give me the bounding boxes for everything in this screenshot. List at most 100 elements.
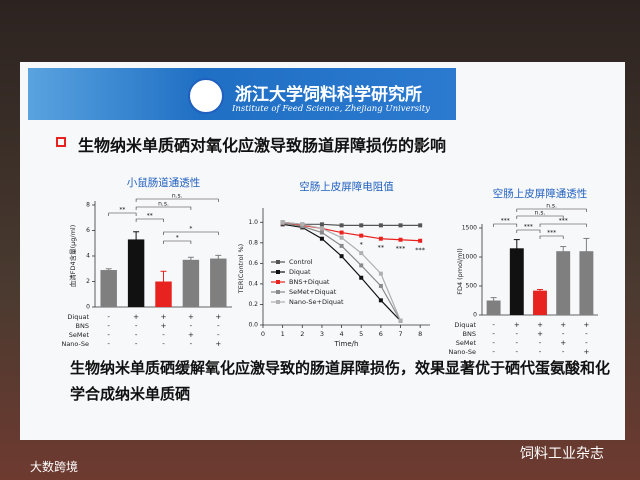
- header-subtitle: Institute of Feed Science, Zhejiang Univ…: [232, 104, 430, 114]
- significance-bracket: [539, 223, 587, 227]
- legend-marker: [276, 300, 280, 304]
- treatment-label: Diquat: [454, 321, 476, 329]
- significance-label: n.s.: [158, 201, 169, 208]
- treatment-sign: +: [161, 322, 167, 330]
- treatment-sign: -: [562, 348, 565, 356]
- treatment-sign: +: [583, 321, 589, 329]
- x-tick-label: 1: [281, 330, 285, 338]
- marker: [359, 223, 364, 228]
- legend-marker: [276, 270, 280, 274]
- y-tick-label: 0: [86, 304, 90, 311]
- x-tick-label: 7: [398, 330, 402, 338]
- header-title: 浙江大学饲料科学研究所: [235, 85, 422, 105]
- marker: [339, 230, 344, 235]
- treatment-sign: -: [135, 340, 138, 348]
- significance-bracket: [539, 235, 564, 239]
- bar: [155, 281, 172, 307]
- marker: [359, 275, 364, 280]
- legend-label: Control: [289, 258, 313, 266]
- marker: [359, 263, 364, 268]
- treatment-sign: +: [583, 348, 589, 356]
- significance-bracket: [163, 231, 219, 235]
- bar: [579, 251, 594, 315]
- x-tick-label: 0: [261, 330, 265, 338]
- logo: [188, 78, 224, 114]
- treatment-label: SeMet: [69, 331, 90, 339]
- marker: [339, 254, 344, 259]
- treatment-sign: +: [537, 330, 543, 338]
- marker: [398, 237, 403, 242]
- treatment-sign: -: [516, 348, 519, 356]
- significance-bracket: [135, 198, 219, 202]
- treatment-sign: +: [560, 339, 566, 347]
- marker: [418, 238, 423, 243]
- marker: [378, 298, 383, 303]
- chart-title: 空肠上皮屏障电阻值: [299, 180, 394, 193]
- treatment-sign: -: [107, 322, 110, 330]
- marker: [359, 251, 364, 256]
- treatment-sign: -: [162, 331, 165, 339]
- treatment-sign: -: [135, 331, 138, 339]
- y-tick-label: 0: [473, 312, 477, 319]
- marker: [319, 222, 324, 227]
- treatment-sign: +: [133, 313, 139, 321]
- significance-label: ***: [501, 218, 510, 225]
- marker: [339, 243, 344, 248]
- marker: [339, 235, 344, 240]
- legend-label: SeMet+Diquat: [289, 288, 337, 296]
- treatment-sign: -: [585, 339, 588, 347]
- treatment-sign: -: [539, 348, 542, 356]
- treatment-label: SeMet: [456, 339, 477, 347]
- x-tick-label: 5: [359, 330, 363, 338]
- significance-bracket: [135, 218, 164, 222]
- significance-label: n.s.: [535, 210, 546, 217]
- slide-title: 生物纳米单质硒对氧化应激导致肠道屏障损伤的影响: [78, 136, 447, 155]
- legend-marker: [276, 290, 280, 294]
- significance-bracket: [516, 229, 541, 233]
- marker: [378, 223, 383, 228]
- bar: [182, 259, 200, 307]
- y-tick-label: 0.6: [248, 260, 258, 267]
- treatment-sign: +: [215, 313, 221, 321]
- y-tick-label: 0.8: [248, 239, 258, 246]
- treatment-sign: +: [560, 321, 566, 329]
- y-tick-label: 4: [86, 253, 90, 260]
- treatment-sign: -: [539, 339, 542, 347]
- treatment-sign: -: [135, 322, 138, 330]
- marker: [300, 222, 305, 227]
- marker: [378, 236, 383, 241]
- treatment-sign: +: [188, 331, 194, 339]
- marker: [359, 233, 364, 238]
- conclusion: 生物纳米单质硒缓解氧化应激导致的肠道屏障损伤，效果显著优于硒代蛋氨酸和化学合成纳…: [70, 359, 611, 403]
- watermark: 大数跨境: [30, 460, 79, 474]
- legend-marker: [276, 280, 280, 284]
- y-tick-label: 0.0: [248, 322, 258, 329]
- treatment-sign: -: [585, 330, 588, 338]
- chart-title: 空肠上皮屏障通透性: [493, 187, 588, 200]
- treatment-sign: +: [188, 313, 194, 321]
- marker: [378, 283, 383, 288]
- treatment-sign: -: [492, 348, 495, 356]
- series-line: [282, 221, 421, 226]
- marker: [319, 230, 324, 235]
- bar: [509, 248, 524, 315]
- bar: [486, 300, 501, 315]
- significance-label: n.s.: [546, 203, 557, 210]
- y-tick-label: 1000: [462, 254, 477, 261]
- legend-label: BNS+Diquat: [289, 278, 330, 286]
- y-tick-label: 1.0: [248, 219, 258, 226]
- treatment-sign: -: [492, 330, 495, 338]
- significance-label: *: [360, 241, 364, 249]
- y-tick-label: 6: [86, 227, 90, 234]
- bar: [533, 290, 547, 315]
- title-icon: [56, 137, 66, 147]
- treatment-sign: +: [537, 321, 543, 329]
- significance-label: ***: [415, 246, 426, 254]
- treatment-sign: -: [217, 322, 220, 330]
- x-tick-label: 8: [418, 330, 422, 338]
- treatment-label: Nano-Se: [61, 340, 89, 348]
- treatment-sign: -: [516, 339, 519, 347]
- marker: [300, 224, 305, 229]
